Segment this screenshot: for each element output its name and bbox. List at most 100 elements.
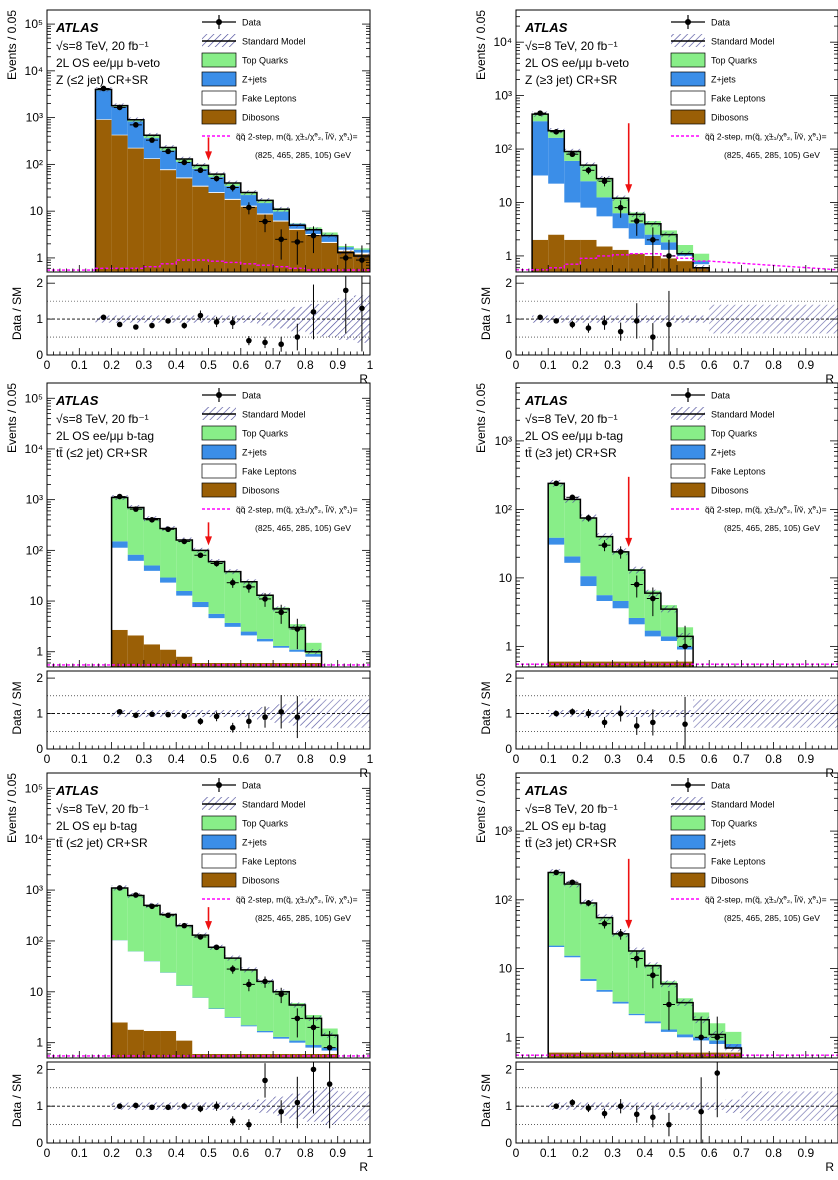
fake-bar bbox=[580, 207, 597, 240]
y-tick-label: 1 bbox=[505, 249, 512, 263]
y-axis-label: Events / 0.05 bbox=[474, 773, 488, 843]
ratio-uncertainty-band bbox=[677, 315, 694, 323]
fake-bar bbox=[256, 213, 274, 215]
legend-signal-label-2: (825, 465, 285, 105) GeV bbox=[724, 913, 820, 923]
fake-bar bbox=[677, 255, 694, 262]
dibosons-bar bbox=[176, 656, 193, 667]
y-axis-label: Events / 0.05 bbox=[5, 383, 19, 453]
x-tick-label: 0.9 bbox=[329, 1146, 346, 1160]
x-tick-label: 0.2 bbox=[103, 752, 120, 766]
x-tick-label: 0 bbox=[513, 358, 520, 372]
ratio-y-axis-label: Data / SM bbox=[479, 287, 493, 340]
zjets-bar bbox=[628, 617, 645, 625]
zjets-bar bbox=[160, 150, 177, 170]
ratio-y-tick-label: 0 bbox=[36, 1136, 43, 1150]
data-point bbox=[133, 892, 139, 898]
legend-zjets-label: Z+jets bbox=[242, 838, 267, 848]
ratio-point bbox=[133, 712, 139, 719]
data-point bbox=[633, 955, 640, 962]
y-tick-label: 10 bbox=[30, 985, 44, 999]
fake-bar bbox=[564, 957, 581, 1053]
legend-data-marker bbox=[685, 782, 691, 788]
ratio-point bbox=[181, 713, 188, 719]
data-point bbox=[116, 104, 123, 111]
x-tick-label: 0.1 bbox=[71, 1146, 88, 1160]
ratio-point bbox=[116, 708, 123, 715]
ratio-y-tick-label: 2 bbox=[36, 1062, 43, 1076]
main-plot-area bbox=[47, 85, 370, 272]
ratio-point bbox=[569, 708, 576, 715]
cut-arrow-head bbox=[205, 151, 212, 161]
dibosons-bar bbox=[111, 629, 128, 667]
ratio-y-tick-label: 1 bbox=[36, 312, 43, 326]
sm-total-line bbox=[531, 113, 710, 272]
channel-label: 2L OS eμ b-tag bbox=[525, 819, 606, 833]
dibosons-bar bbox=[127, 635, 144, 667]
region-label: tt̄ (≤2 jet) CR+SR bbox=[56, 836, 148, 850]
legend-top-label: Top Quarks bbox=[711, 819, 758, 829]
dibosons-bar bbox=[532, 239, 549, 272]
y-tick-label: 10² bbox=[495, 142, 512, 156]
legend-signal-label: q̃q̃ 2-step, m(q̃, χ̃±₁/χ̃⁰₂, l̃/ṽ, χ̃⁰₁… bbox=[236, 894, 358, 905]
fake-bar bbox=[143, 158, 161, 159]
x-tick-label: 0.3 bbox=[604, 1146, 621, 1160]
fake-bar bbox=[273, 1038, 290, 1054]
ratio-point bbox=[213, 1103, 220, 1109]
ratio-point bbox=[197, 1105, 204, 1112]
fake-bar bbox=[224, 198, 241, 200]
dibosons-bar bbox=[256, 662, 274, 667]
legend: Data Standard Model Top Quarks Z+jets Fake L… bbox=[201, 15, 358, 160]
ratio-y-tick-label: 0 bbox=[505, 348, 512, 362]
legend-signal-label-2: (825, 465, 285, 105) GeV bbox=[255, 523, 351, 533]
top-bar bbox=[143, 518, 161, 566]
data-point bbox=[650, 237, 656, 243]
x-tick-label: 0.8 bbox=[765, 1146, 782, 1160]
ratio-y-tick-label: 0 bbox=[36, 348, 43, 362]
top-bar bbox=[256, 980, 274, 1031]
ratio-point bbox=[149, 1104, 155, 1111]
dibosons-bar bbox=[305, 234, 322, 272]
top-bar bbox=[208, 947, 225, 1009]
zjets-bar bbox=[192, 168, 209, 186]
region-label: Z (≥3 jet) CR+SR bbox=[525, 73, 618, 87]
legend-signal-label-2: (825, 465, 285, 105) GeV bbox=[724, 150, 820, 160]
legend-data-label: Data bbox=[711, 18, 730, 28]
ratio-uncertainty-band bbox=[596, 1102, 613, 1110]
top-bar bbox=[160, 914, 177, 973]
zjets-bar bbox=[564, 955, 581, 958]
x-tick-label: 0 bbox=[44, 358, 51, 372]
y-tick-label: 10³ bbox=[495, 89, 512, 103]
data-point bbox=[294, 1015, 301, 1022]
ratio-y-tick-label: 0 bbox=[505, 742, 512, 756]
data-point bbox=[585, 515, 592, 521]
data-point bbox=[149, 903, 155, 910]
zjets-bar bbox=[612, 600, 629, 609]
region-label: tt̄ (≥3 jet) CR+SR bbox=[525, 446, 617, 460]
top-bar bbox=[596, 917, 613, 990]
zjets-bar bbox=[111, 541, 128, 548]
data-point bbox=[310, 232, 317, 239]
ratio-point bbox=[213, 319, 220, 325]
legend-data-marker bbox=[216, 392, 222, 398]
zjets-bar bbox=[628, 1013, 645, 1016]
fake-bar bbox=[532, 175, 549, 240]
dibosons-bar bbox=[548, 234, 565, 272]
top-bar bbox=[693, 253, 710, 262]
atlas-label: ATLAS bbox=[524, 393, 568, 408]
legend-zjets-label: Z+jets bbox=[711, 838, 736, 848]
zjets-bar bbox=[160, 577, 177, 583]
energy-label: √s=8 TeV, 20 fb⁻¹ bbox=[525, 39, 618, 53]
ratio-point bbox=[278, 341, 284, 348]
ratio-point bbox=[197, 718, 204, 725]
top-bar bbox=[677, 998, 694, 1035]
region-label: tt̄ (≤2 jet) CR+SR bbox=[56, 446, 148, 460]
zjets-bar bbox=[224, 1016, 241, 1018]
x-tick-label: 0.5 bbox=[669, 358, 686, 372]
zjets-bar bbox=[289, 1040, 306, 1043]
ratio-point bbox=[569, 321, 576, 328]
cut-arrow-head bbox=[625, 537, 633, 547]
zjets-bar bbox=[127, 121, 144, 148]
ratio-point bbox=[666, 321, 672, 328]
x-axis-label: R bbox=[359, 1160, 368, 1174]
legend-sm-label: Standard Model bbox=[242, 37, 306, 47]
